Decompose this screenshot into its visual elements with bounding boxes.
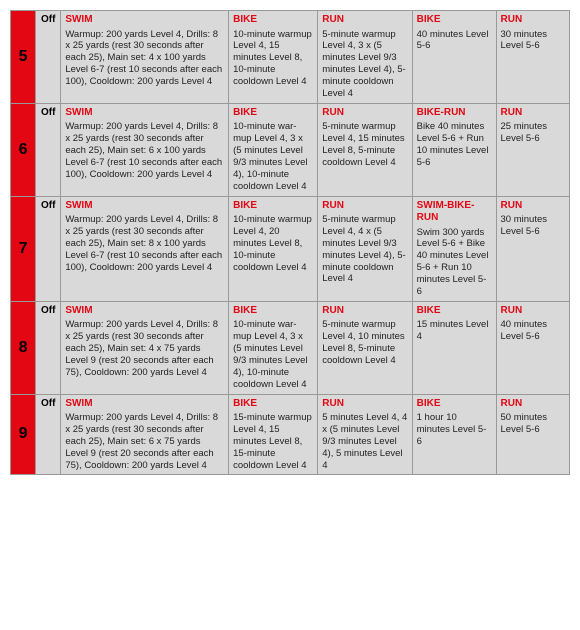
run-cell: RUN 5-minute warmup Level 4, 3 x (5 minut… xyxy=(318,11,412,104)
brick-heading: SWIM-BIKE-RUN xyxy=(417,200,492,225)
week-number: 8 xyxy=(11,301,36,394)
bike-text: 10-minute warmup Level 4, 15 minutes Lev… xyxy=(233,29,312,88)
brick-text: 40 minutes Level 5-6 xyxy=(417,29,489,52)
table-row: 7OffSWIMWarmup: 200 yards Level 4, Drill… xyxy=(11,196,570,301)
run-heading: RUN xyxy=(322,14,407,27)
swim-text: Warmup: 200 yards Level 4, Drills: 8 x 2… xyxy=(65,319,218,378)
run2-cell: RUN25 minutes Level 5-6 xyxy=(496,103,569,196)
run-heading: RUN xyxy=(322,398,407,411)
swim-cell: SWIMWarmup: 200 yards Level 4, Drills: 8… xyxy=(61,301,229,394)
table-row: 5Off SWIM Warmup: 200 yards Level 4, Drill… xyxy=(11,11,570,104)
bike-text: 10-minute war-mup Level 4, 3 x (5 minute… xyxy=(233,319,307,389)
swim-heading: SWIM xyxy=(65,14,224,27)
swim-heading: SWIM xyxy=(65,107,224,120)
run-cell: RUN5-minute warmup Level 4, 15 minutes L… xyxy=(318,103,412,196)
swim-heading: SWIM xyxy=(65,305,224,318)
brick-cell: BIKE1 hour 10 minutes Level 5-6 xyxy=(412,394,496,475)
run-heading: RUN xyxy=(322,200,407,213)
swim-cell: SWIM Warmup: 200 yards Level 4, Drills: 8… xyxy=(61,11,229,104)
week-number: 6 xyxy=(11,103,36,196)
run2-heading: RUN xyxy=(501,398,565,411)
swim-text: Warmup: 200 yards Level 4, Drills: 8 x 2… xyxy=(65,29,222,88)
week-number: 9 xyxy=(11,394,36,475)
brick-cell: BIKE15 minutes Level 4 xyxy=(412,301,496,394)
off-cell: Off xyxy=(36,301,61,394)
swim-text: Warmup: 200 yards Level 4, Drills: 8 x 2… xyxy=(65,214,222,273)
brick-heading: BIKE xyxy=(417,14,492,27)
brick-cell: BIKE-RUNBike 40 minutes Level 5-6 + Run … xyxy=(412,103,496,196)
run2-text: 30 minutes Level 5-6 xyxy=(501,214,547,237)
brick-text: 1 hour 10 minutes Level 5-6 xyxy=(417,412,487,447)
off-cell: Off xyxy=(36,103,61,196)
brick-cell: BIKE 40 minutes Level 5-6 xyxy=(412,11,496,104)
bike-text: 15-minute warmup Level 4, 15 minutes Lev… xyxy=(233,412,312,471)
swim-cell: SWIMWarmup: 200 yards Level 4, Drills: 8… xyxy=(61,394,229,475)
swim-text: Warmup: 200 yards Level 4, Drills: 8 x 2… xyxy=(65,121,222,180)
bike-heading: BIKE xyxy=(233,398,313,411)
off-cell: Off xyxy=(36,11,61,104)
run-cell: RUN5-minute warmup Level 4, 10 minutes L… xyxy=(318,301,412,394)
off-cell: Off xyxy=(36,394,61,475)
run2-cell: RUN50 minutes Level 5-6 xyxy=(496,394,569,475)
brick-heading: BIKE-RUN xyxy=(417,107,492,120)
run-cell: RUN5-minute warmup Level 4, 4 x (5 minut… xyxy=(318,196,412,301)
swim-heading: SWIM xyxy=(65,398,224,411)
table-row: 9OffSWIMWarmup: 200 yards Level 4, Drill… xyxy=(11,394,570,475)
week-number: 5 xyxy=(11,11,36,104)
run2-text: 40 minutes Level 5-6 xyxy=(501,319,547,342)
run-heading: RUN xyxy=(322,305,407,318)
bike-heading: BIKE xyxy=(233,14,313,27)
swim-heading: SWIM xyxy=(65,200,224,213)
brick-text: 15 minutes Level 4 xyxy=(417,319,489,342)
bike-cell: BIKE 10-minute warmup Level 4, 15 minutes… xyxy=(229,11,318,104)
bike-heading: BIKE xyxy=(233,305,313,318)
run-text: 5 minutes Level 4, 4 x (5 minutes Level … xyxy=(322,412,407,471)
run-heading: RUN xyxy=(322,107,407,120)
brick-heading: BIKE xyxy=(417,398,492,411)
brick-text: Swim 300 yards Level 5-6 + Bike 40 minut… xyxy=(417,227,489,297)
brick-heading: BIKE xyxy=(417,305,492,318)
run2-heading: RUN xyxy=(501,14,565,27)
run2-heading: RUN xyxy=(501,305,565,318)
week-number: 7 xyxy=(11,196,36,301)
swim-cell: SWIMWarmup: 200 yards Level 4, Drills: 8… xyxy=(61,103,229,196)
bike-cell: BIKE10-minute war-mup Level 4, 3 x (5 mi… xyxy=(229,103,318,196)
run-text: 5-minute warmup Level 4, 15 minutes Leve… xyxy=(322,121,404,168)
run-text: 5-minute warmup Level 4, 4 x (5 minutes … xyxy=(322,214,405,284)
run-text: 5-minute warmup Level 4, 3 x (5 minutes … xyxy=(322,29,405,99)
brick-text: Bike 40 minutes Level 5-6 + Run 10 minut… xyxy=(417,121,489,168)
run2-text: 25 minutes Level 5-6 xyxy=(501,121,547,144)
run2-cell: RUN40 minutes Level 5-6 xyxy=(496,301,569,394)
bike-text: 10-minute war-mup Level 4, 3 x (5 minute… xyxy=(233,121,307,191)
swim-cell: SWIMWarmup: 200 yards Level 4, Drills: 8… xyxy=(61,196,229,301)
bike-heading: BIKE xyxy=(233,107,313,120)
run2-text: 50 minutes Level 5-6 xyxy=(501,412,547,435)
run2-heading: RUN xyxy=(501,200,565,213)
swim-text: Warmup: 200 yards Level 4, Drills: 8 x 2… xyxy=(65,412,218,471)
bike-heading: BIKE xyxy=(233,200,313,213)
run-text: 5-minute warmup Level 4, 10 minutes Leve… xyxy=(322,319,404,366)
run-cell: RUN5 minutes Level 4, 4 x (5 minutes Lev… xyxy=(318,394,412,475)
bike-cell: BIKE10-minute war-mup Level 4, 3 x (5 mi… xyxy=(229,301,318,394)
bike-cell: BIKE15-minute warmup Level 4, 15 minutes… xyxy=(229,394,318,475)
run2-heading: RUN xyxy=(501,107,565,120)
off-cell: Off xyxy=(36,196,61,301)
run2-cell: RUN 30 minutes Level 5-6 xyxy=(496,11,569,104)
bike-text: 10-minute warmup Level 4, 20 minutes Lev… xyxy=(233,214,312,273)
table-row: 8OffSWIMWarmup: 200 yards Level 4, Drill… xyxy=(11,301,570,394)
run2-text: 30 minutes Level 5-6 xyxy=(501,29,547,52)
bike-cell: BIKE10-minute warmup Level 4, 20 minutes… xyxy=(229,196,318,301)
training-plan-table: 5OffSWIMWarmup: 200 yards Level 4, Drill… xyxy=(10,10,570,475)
run2-cell: RUN30 minutes Level 5-6 xyxy=(496,196,569,301)
brick-cell: SWIM-BIKE-RUNSwim 300 yards Level 5-6 + … xyxy=(412,196,496,301)
table-row: 6OffSWIMWarmup: 200 yards Level 4, Drill… xyxy=(11,103,570,196)
